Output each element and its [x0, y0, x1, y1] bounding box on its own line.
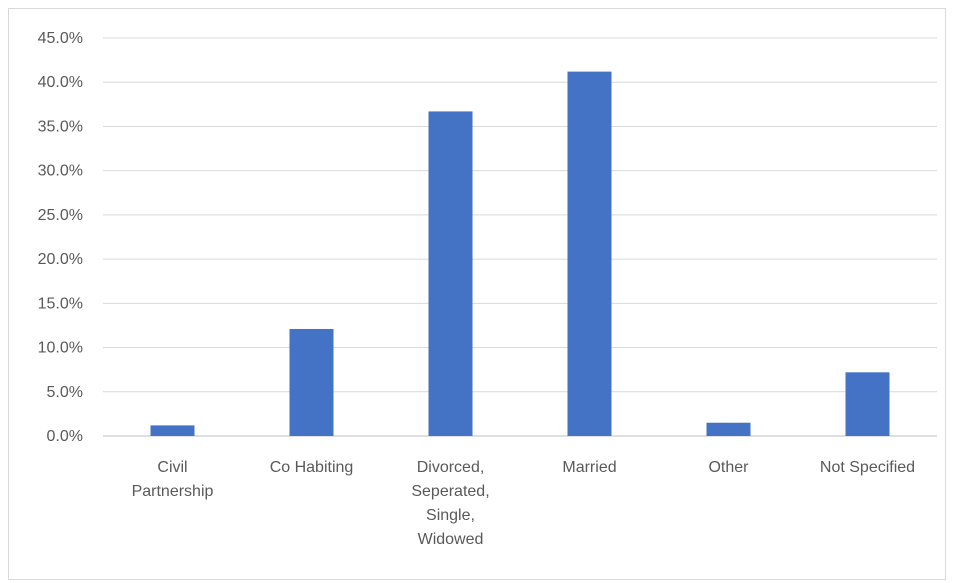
y-tick-label: 45.0%	[38, 30, 83, 47]
x-tick-label: Widowed	[418, 531, 484, 548]
y-tick-label: 40.0%	[38, 74, 83, 91]
x-tick-label: Civil	[157, 459, 187, 476]
y-tick-label: 5.0%	[47, 384, 83, 401]
x-tick-label: Partnership	[132, 483, 214, 500]
y-tick-label: 15.0%	[38, 295, 83, 312]
x-tick-label: Single,	[426, 507, 475, 524]
x-tick-label: Married	[562, 459, 616, 476]
bar	[289, 328, 334, 436]
x-tick-label: Co Habiting	[270, 459, 354, 476]
bar	[150, 425, 195, 436]
y-tick-label: 35.0%	[38, 118, 83, 135]
bar	[845, 372, 890, 436]
bar	[428, 111, 473, 437]
chart-frame	[8, 8, 946, 580]
y-tick-label: 0.0%	[47, 428, 83, 445]
y-tick-label: 30.0%	[38, 163, 83, 180]
x-tick-label: Divorced,	[417, 459, 485, 476]
y-tick-label: 20.0%	[38, 251, 83, 268]
y-tick-label: 25.0%	[38, 207, 83, 224]
x-tick-label: Other	[708, 459, 749, 476]
y-tick-label: 10.0%	[38, 340, 83, 357]
bar	[706, 422, 751, 436]
x-tick-label: Seperated,	[411, 483, 489, 500]
bar	[567, 71, 612, 436]
x-tick-label: Not Specified	[820, 459, 915, 476]
